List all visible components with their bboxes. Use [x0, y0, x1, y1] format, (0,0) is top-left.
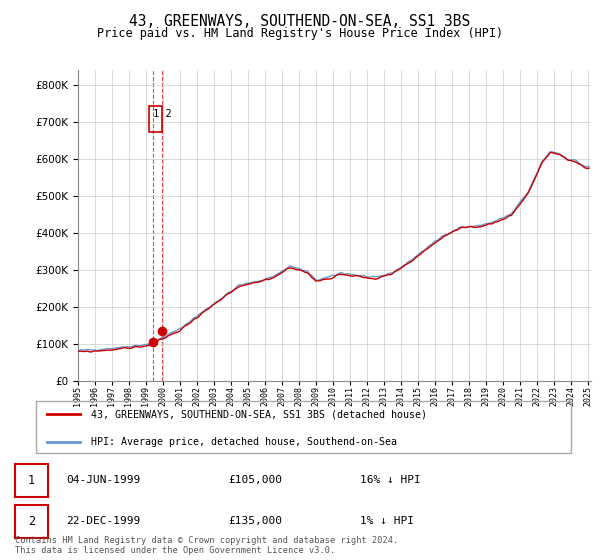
Text: £135,000: £135,000 — [228, 516, 282, 526]
Text: HPI: Average price, detached house, Southend-on-Sea: HPI: Average price, detached house, Sout… — [91, 437, 397, 447]
Text: 04-JUN-1999: 04-JUN-1999 — [66, 475, 140, 486]
Text: 22-DEC-1999: 22-DEC-1999 — [66, 516, 140, 526]
Text: 1% ↓ HPI: 1% ↓ HPI — [360, 516, 414, 526]
Text: Contains HM Land Registry data © Crown copyright and database right 2024.
This d: Contains HM Land Registry data © Crown c… — [15, 536, 398, 556]
Text: 1 2: 1 2 — [153, 109, 172, 119]
Text: 43, GREENWAYS, SOUTHEND-ON-SEA, SS1 3BS: 43, GREENWAYS, SOUTHEND-ON-SEA, SS1 3BS — [130, 14, 470, 29]
Text: £105,000: £105,000 — [228, 475, 282, 486]
Text: 43, GREENWAYS, SOUTHEND-ON-SEA, SS1 3BS (detached house): 43, GREENWAYS, SOUTHEND-ON-SEA, SS1 3BS … — [91, 409, 427, 419]
Text: Price paid vs. HM Land Registry's House Price Index (HPI): Price paid vs. HM Land Registry's House … — [97, 27, 503, 40]
Text: 16% ↓ HPI: 16% ↓ HPI — [360, 475, 421, 486]
Text: 1: 1 — [28, 474, 35, 487]
Text: 2: 2 — [28, 515, 35, 528]
